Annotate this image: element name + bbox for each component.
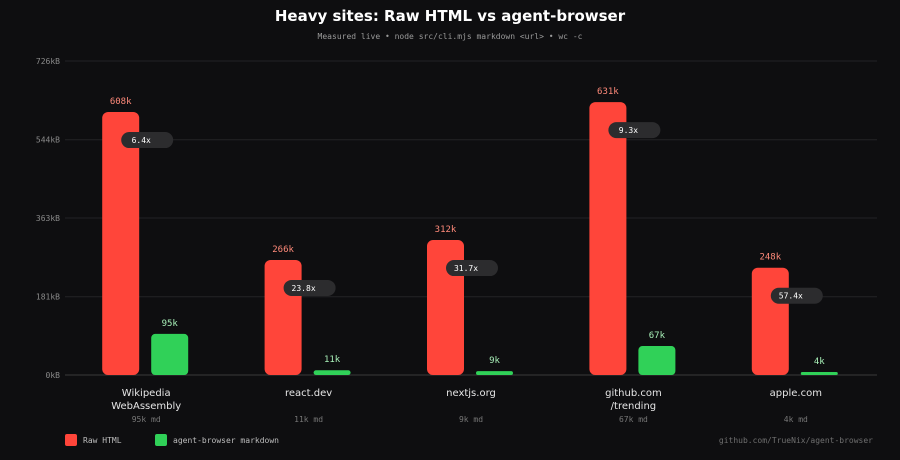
category-sublabel: 67k md: [619, 415, 648, 424]
data-label-md: 11k: [324, 355, 341, 365]
bar-markdown: [151, 333, 189, 375]
category-label: apple.com: [770, 388, 822, 399]
y-tick-label: 363kB: [36, 214, 60, 223]
category-sublabel: 4k md: [784, 415, 808, 424]
chart-title: Heavy sites: Raw HTML vs agent-browser: [275, 7, 626, 25]
ratio-badge: 6.4x: [121, 132, 174, 149]
category-label: react.dev: [285, 388, 332, 399]
ratio-badge-bg: [283, 279, 336, 296]
data-label-md: 67k: [649, 331, 666, 341]
credit-link[interactable]: github.com/TrueNix/agent-browser: [719, 436, 873, 445]
bar-markdown: [638, 346, 676, 375]
legend-item: agent-browser markdown: [155, 434, 279, 446]
data-label-md: 4k: [814, 357, 825, 367]
ratio-badge-bg: [446, 260, 498, 277]
ratio-label: 9.3x: [619, 126, 638, 135]
bar-raw-html: [102, 112, 140, 375]
ratio-badge: 31.7x: [446, 260, 498, 277]
y-tick-label: 544kB: [36, 136, 60, 145]
chart-subtitle: Measured live • node src/cli.mjs markdow…: [318, 32, 583, 41]
data-label-raw: 248k: [759, 253, 781, 263]
data-label-raw: 266k: [272, 245, 294, 255]
ratio-label: 23.8x: [292, 284, 316, 293]
ratio-label: 57.4x: [779, 292, 803, 301]
ratio-badge: 57.4x: [770, 287, 823, 304]
ratio-badge: 9.3x: [608, 122, 661, 139]
bar-markdown: [313, 370, 351, 375]
category-sublabel: 11k md: [294, 415, 323, 424]
bars: [102, 102, 838, 375]
category-label: nextjs.org: [446, 388, 496, 399]
ratio-badge-bg: [608, 122, 661, 139]
y-tick-label: 726kB: [36, 57, 60, 66]
category-sublabel: 95k md: [132, 415, 161, 424]
legend-swatch: [65, 434, 77, 446]
category-label: WebAssembly: [111, 401, 181, 412]
bar-markdown: [800, 372, 838, 375]
legend-label: agent-browser markdown: [173, 436, 279, 445]
data-label-raw: 312k: [435, 225, 457, 235]
ratio-label: 6.4x: [132, 136, 151, 145]
category-label: github.com: [605, 388, 662, 399]
data-label-raw: 608k: [110, 97, 132, 107]
y-tick-label: 181kB: [36, 293, 60, 302]
y-tick-label: 0kB: [46, 371, 61, 380]
category-sublabel: 9k md: [459, 415, 483, 424]
bar-raw-html: [589, 102, 627, 375]
bar-markdown: [476, 371, 513, 375]
legend-item: Raw HTML: [65, 434, 122, 446]
category-label: /trending: [611, 401, 656, 412]
data-label-md: 9k: [489, 356, 500, 366]
labels: 608k 95k 6.4x Wikipedia WebAssembly 95k md 266…: [110, 87, 825, 424]
ratio-badge-bg: [121, 132, 174, 149]
bar-raw-html: [264, 259, 302, 375]
ratio-label: 31.7x: [454, 264, 478, 273]
category-label: Wikipedia: [122, 388, 171, 399]
grid: 0kB 181kB 363kB 544kB 726kB: [36, 57, 877, 380]
legend-label: Raw HTML: [83, 436, 122, 445]
data-label-raw: 631k: [597, 87, 619, 97]
data-label-md: 95k: [162, 319, 179, 329]
legend: Raw HTML agent-browser markdown: [65, 434, 279, 446]
bar-raw-html: [751, 267, 789, 375]
ratio-badge-bg: [770, 287, 823, 304]
legend-swatch: [155, 434, 167, 446]
ratio-badge: 23.8x: [283, 279, 336, 296]
